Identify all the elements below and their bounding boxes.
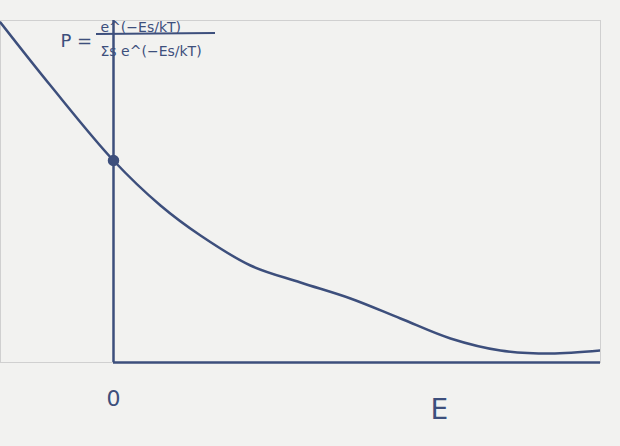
svg-text:E: E bbox=[431, 393, 449, 426]
svg-text:0: 0 bbox=[107, 386, 121, 411]
svg-text:Σs e^(−Es/kT): Σs e^(−Es/kT) bbox=[101, 43, 202, 59]
svg-text:P =: P = bbox=[61, 30, 93, 51]
svg-text:e^(−Es/kT): e^(−Es/kT) bbox=[100, 19, 181, 36]
